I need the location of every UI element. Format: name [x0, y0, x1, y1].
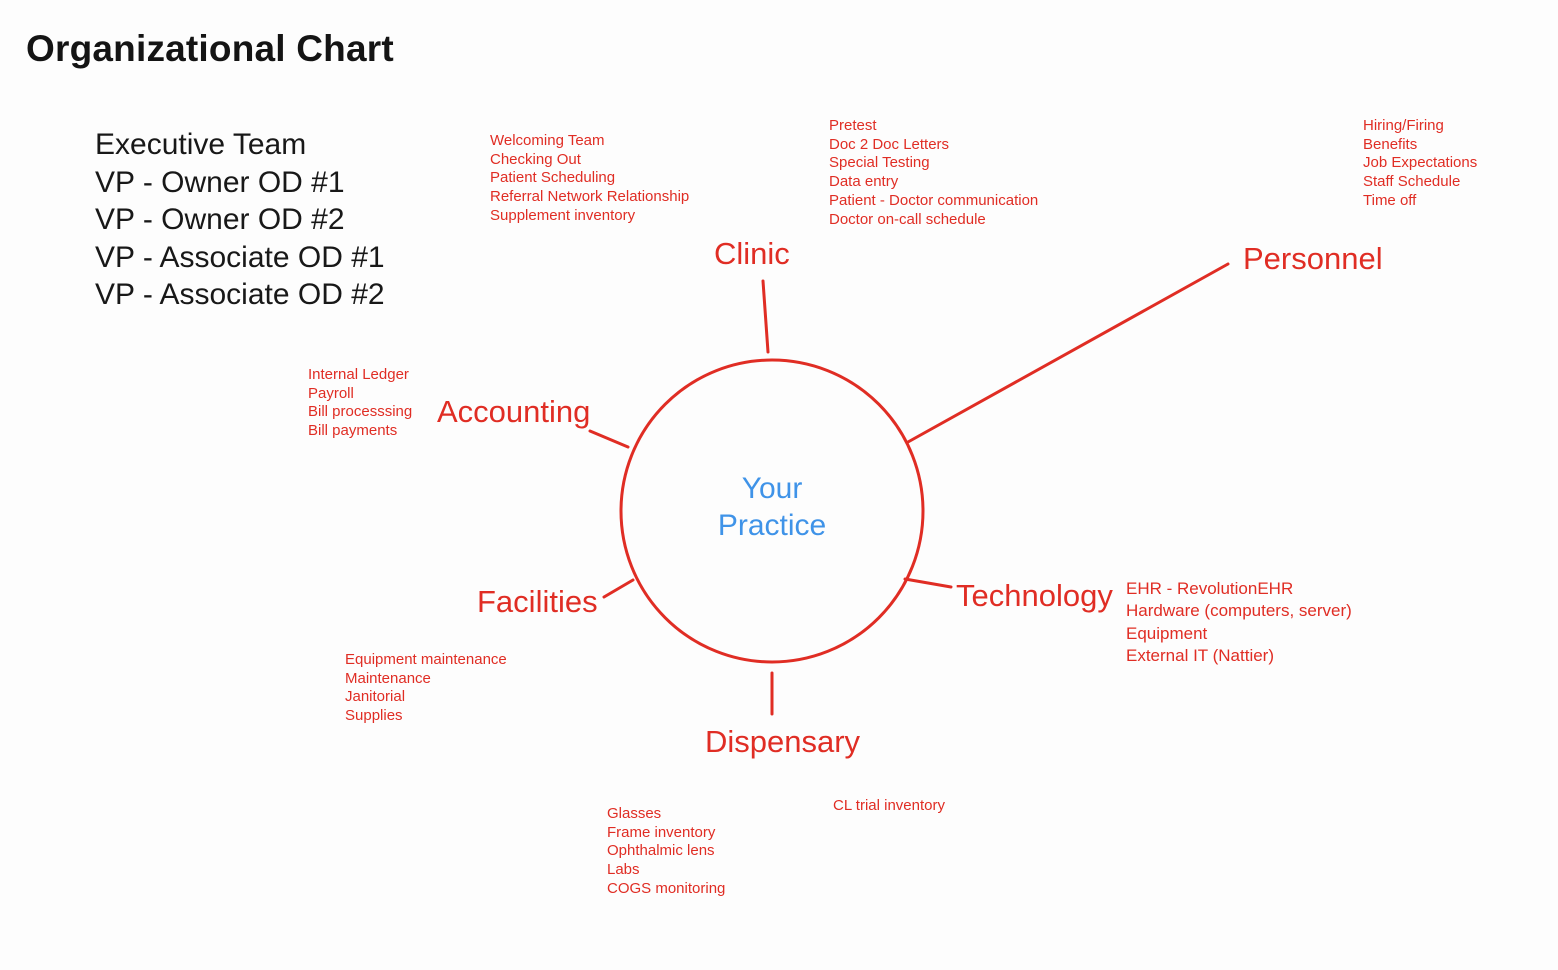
- task-item: Bill payments: [308, 422, 398, 440]
- task-item: Payroll: [308, 384, 354, 402]
- executive-team-line: VP - Owner OD #1: [95, 165, 345, 199]
- task-item: Patient - Doctor communication: [829, 191, 1039, 209]
- task-item: Staff Schedule: [1363, 173, 1461, 191]
- task-item: Equipment: [1126, 623, 1208, 643]
- dispensary-tasks-right: CL trial inventory: [833, 797, 945, 816]
- task-item: Ophthalmic lens: [607, 842, 715, 860]
- facilities-label: Facilities: [477, 584, 598, 619]
- your-practice-line2: Practice: [717, 509, 827, 542]
- clinic-label: Clinic: [714, 236, 790, 271]
- accounting-spoke: [588, 429, 630, 449]
- task-item: Patient Scheduling: [490, 169, 616, 187]
- task-item: Benefits: [1363, 135, 1418, 153]
- executive-team-line: VP - Owner OD #2: [95, 203, 345, 236]
- technology-spoke: [903, 577, 953, 589]
- dispensary-tasks: Glasses Frame inventory Ophthalmic lens …: [607, 805, 725, 899]
- facilities-spoke: [602, 578, 635, 599]
- task-item: Job Expectations: [1363, 154, 1478, 172]
- dispensary-label: Dispensary: [705, 724, 861, 759]
- task-item: Doctor on-call schedule: [829, 210, 986, 228]
- task-item: Equipment maintenance: [345, 651, 507, 668]
- task-item: Glasses: [607, 805, 662, 822]
- page-title: Organizational Chart: [26, 28, 394, 69]
- your-practice-circle: [619, 358, 925, 664]
- your-practice-line1: Your: [741, 472, 803, 505]
- task-item: Hardware (computers, server): [1126, 601, 1352, 621]
- task-item: Maintenance: [345, 669, 431, 687]
- accounting-tasks: Internal Ledger Payroll Bill processsing…: [308, 366, 412, 441]
- your-practice-label: Your Practice: [647, 470, 897, 544]
- clinic-tasks-right: Pretest Doc 2 Doc Letters Special Testin…: [829, 117, 1038, 229]
- task-item: Supplement inventory: [490, 206, 636, 224]
- task-item: Checking Out: [490, 150, 581, 168]
- task-item: EHR - RevolutionEHR: [1126, 579, 1294, 598]
- clinic-spoke: [761, 279, 770, 354]
- task-item: Referral Network Relationship: [490, 188, 690, 206]
- executive-team-line: VP - Associate OD #1: [95, 240, 385, 274]
- task-item: Data entry: [829, 173, 899, 191]
- executive-team-line: Executive Team: [95, 128, 307, 161]
- accounting-label: Accounting: [437, 394, 591, 429]
- clinic-tasks-left: Welcoming Team Checking Out Patient Sche…: [490, 132, 689, 226]
- technology-tasks: EHR - RevolutionEHR Hardware (computers,…: [1126, 578, 1352, 668]
- personnel-tasks: Hiring/Firing Benefits Job Expectations …: [1363, 117, 1477, 211]
- task-item: Internal Ledger: [308, 366, 409, 383]
- task-item: Welcoming Team: [490, 132, 605, 149]
- task-item: Frame inventory: [607, 823, 716, 841]
- task-item: Bill processsing: [308, 403, 413, 421]
- task-item: Special Testing: [829, 154, 930, 172]
- facilities-tasks: Equipment maintenance Maintenance Janito…: [345, 651, 507, 726]
- technology-label: Technology: [956, 578, 1113, 613]
- task-item: COGS monitoring: [607, 879, 726, 897]
- task-item: External IT (Nattier): [1126, 646, 1275, 666]
- task-item: Pretest: [829, 117, 877, 134]
- task-item: CL trial inventory: [833, 797, 945, 814]
- task-item: Doc 2 Doc Letters: [829, 135, 950, 153]
- task-item: Hiring/Firing: [1363, 117, 1444, 134]
- executive-team-line: VP - Associate OD #2: [95, 278, 385, 311]
- task-item: Supplies: [345, 707, 403, 725]
- task-item: Labs: [607, 861, 640, 879]
- executive-team-list: Executive Team VP - Owner OD #1 VP - Own…: [95, 126, 385, 314]
- personnel-spoke: [906, 262, 1230, 444]
- task-item: Time off: [1363, 191, 1417, 209]
- personnel-label: Personnel: [1243, 241, 1383, 276]
- task-item: Janitorial: [345, 688, 406, 706]
